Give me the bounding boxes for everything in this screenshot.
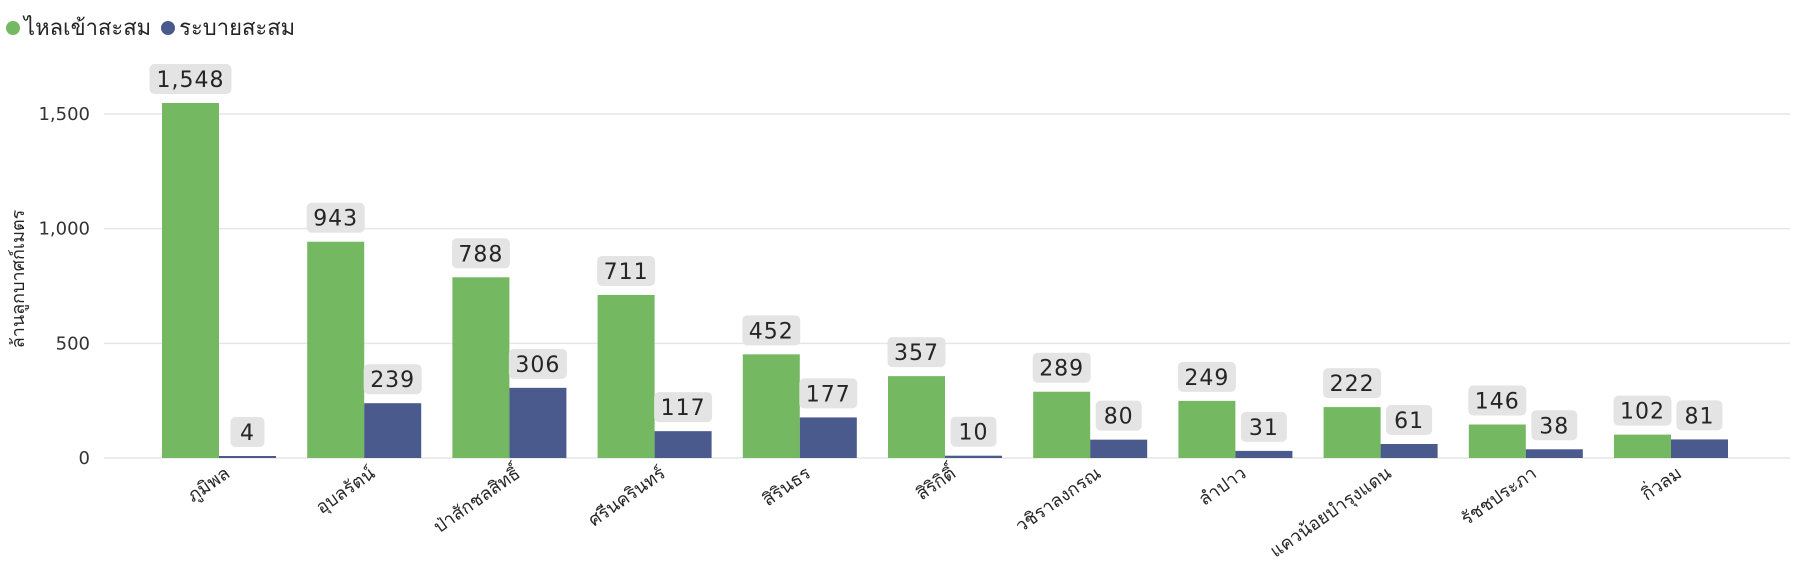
bar-inflow[interactable] — [452, 277, 510, 458]
data-label-inflow: 102 — [1620, 400, 1665, 425]
data-label-background-inflow — [597, 255, 656, 286]
bar-inflow[interactable] — [162, 102, 219, 458]
data-label-background-outflow — [1095, 400, 1142, 431]
data-label-outflow: 80 — [1104, 405, 1134, 430]
data-label-background-outflow — [1676, 400, 1723, 431]
legend-label-inflow: ไหลเข้าสะสม — [24, 16, 152, 41]
data-label-background-outflow — [508, 348, 567, 379]
data-label-inflow: 943 — [313, 207, 358, 232]
y-axis: 0 500 1,000 1,500 — [38, 104, 90, 469]
y-tick-label: 500 — [56, 333, 90, 354]
bar-outflow[interactable] — [799, 417, 857, 458]
data-label-outflow: 61 — [1394, 409, 1424, 434]
data-label-inflow: 452 — [749, 319, 794, 344]
x-tick-label: ศรีนครินทร์ — [585, 463, 670, 531]
data-label-background-outflow — [1531, 410, 1578, 441]
data-label-background-outflow — [1240, 411, 1287, 442]
x-tick-label: รัชชประภา — [1457, 463, 1540, 530]
bar-inflow[interactable] — [1178, 400, 1236, 458]
data-label-background-inflow — [742, 315, 801, 346]
data-label-background-outflow — [363, 364, 422, 395]
data-label-background-inflow — [149, 63, 232, 94]
legend-item-outflow[interactable]: ระบายสะสม — [161, 10, 295, 45]
bar-outflow[interactable] — [1525, 449, 1583, 458]
data-label-background-inflow — [1032, 352, 1091, 383]
data-label-inflow: 289 — [1039, 357, 1084, 382]
legend: ไหลเข้าสะสม ระบายสะสม — [6, 10, 305, 45]
y-tick-label: 1,500 — [38, 104, 90, 125]
data-label-background-outflow — [1386, 405, 1433, 436]
x-tick-label: ลำปาว — [1195, 463, 1250, 510]
legend-item-inflow[interactable]: ไหลเข้าสะสม — [6, 10, 151, 45]
data-label-inflow: 222 — [1330, 372, 1375, 397]
data-label-background-inflow — [1177, 361, 1236, 392]
data-label-outflow: 239 — [370, 368, 415, 393]
data-label-background-inflow — [306, 202, 365, 233]
data-label-outflow: 4 — [240, 421, 255, 446]
bar-outflow[interactable] — [1671, 439, 1728, 458]
legend-label-outflow: ระบายสะสม — [179, 16, 296, 41]
y-axis-title: ล้านลูกบาศก์เมตร — [8, 209, 29, 348]
bar-outflow[interactable] — [1235, 450, 1293, 458]
x-tick-label: ภูมิพล — [184, 463, 234, 507]
y-tick-label: 1,000 — [38, 219, 90, 240]
data-label-outflow: 38 — [1539, 414, 1569, 439]
bar-inflow[interactable] — [1033, 391, 1091, 458]
data-label-outflow: 31 — [1249, 416, 1279, 441]
data-label-background-outflow — [799, 378, 858, 409]
data-label-outflow: 10 — [959, 421, 989, 446]
bars — [162, 102, 1728, 458]
bar-inflow[interactable] — [742, 354, 800, 458]
bar-outflow[interactable] — [219, 456, 276, 458]
x-tick-label: วชิราลงกรณ — [1012, 463, 1105, 537]
data-label-background-inflow — [1323, 368, 1382, 399]
data-label-inflow: 357 — [894, 341, 939, 366]
data-label-background-inflow — [1613, 395, 1672, 426]
data-label-inflow: 1,548 — [157, 68, 225, 93]
data-label-background-outflow — [230, 417, 265, 447]
data-label-inflow: 711 — [604, 260, 649, 285]
bar-inflow[interactable] — [1323, 407, 1381, 458]
bar-inflow[interactable] — [1468, 424, 1526, 458]
x-tick-label: กิ่วลม — [1636, 460, 1686, 505]
data-label-background-inflow — [1468, 385, 1527, 416]
bar-outflow[interactable] — [1090, 439, 1148, 458]
data-label-background-outflow — [950, 416, 997, 447]
legend-marker-inflow — [6, 20, 20, 35]
x-tick-label: ป่าสักชลสิทธิ์ — [428, 458, 526, 537]
data-label-outflow: 117 — [661, 396, 706, 421]
y-tick-label: 0 — [79, 448, 90, 469]
data-label-outflow: 306 — [515, 353, 560, 378]
data-label-background-inflow — [887, 337, 946, 368]
bar-inflow[interactable] — [1614, 434, 1671, 458]
bar-outflow[interactable] — [654, 431, 712, 458]
data-label-inflow: 788 — [458, 242, 503, 267]
bar-inflow[interactable] — [888, 376, 945, 458]
bar-inflow[interactable] — [597, 294, 655, 458]
bar-outflow[interactable] — [509, 387, 567, 458]
legend-marker-outflow — [161, 20, 176, 35]
data-label-inflow: 249 — [1184, 366, 1229, 391]
data-label-background-inflow — [451, 238, 510, 269]
data-label-inflow: 146 — [1475, 390, 1520, 415]
data-label-outflow: 81 — [1685, 404, 1715, 429]
bar-outflow[interactable] — [1380, 444, 1438, 458]
x-tick-label: สิริกิติ์ — [910, 458, 961, 504]
bar-inflow[interactable] — [307, 241, 365, 458]
x-axis-labels: ภูมิพล อุบลรัตน์ ป่าสักชลสิทธิ์ ศรีนครินทร์… — [184, 458, 1686, 562]
data-labels: 1,548 4 943 239 788 306 711 117 452 177 357 10 289 80… — [149, 63, 1723, 447]
bar-outflow[interactable] — [945, 455, 1002, 458]
x-tick-label: สิรินธร — [759, 463, 815, 511]
data-label-outflow: 177 — [806, 382, 851, 407]
x-tick-label: อุบลรัตน์ — [312, 463, 379, 519]
bar-outflow[interactable] — [364, 403, 422, 458]
data-label-background-outflow — [654, 392, 713, 423]
x-tick-label: แควน้อยบำรุงแดน — [1266, 463, 1395, 562]
